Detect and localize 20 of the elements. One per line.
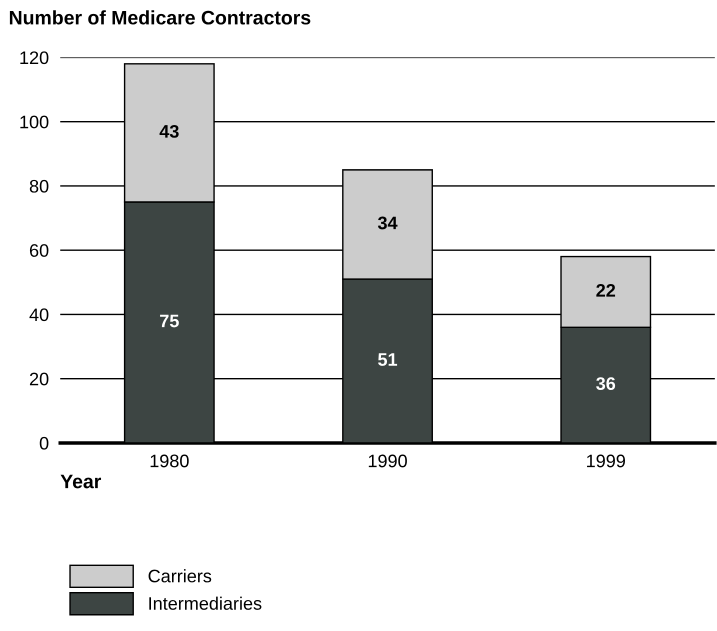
data-label: 43 — [160, 124, 179, 138]
data-label: 34 — [378, 216, 398, 230]
x-tick-label: 1980 — [150, 454, 189, 468]
x-tick-label: 1999 — [587, 454, 625, 468]
y-tick-label: 40 — [29, 308, 48, 322]
legend-label: Carriers — [148, 569, 212, 582]
data-label: 36 — [596, 377, 616, 390]
y-tick-label: 20 — [30, 372, 48, 386]
x-tick-label: 1990 — [368, 454, 407, 468]
data-label: 75 — [160, 314, 179, 328]
y-tick-label: 120 — [20, 51, 48, 64]
y-tick-label: 100 — [20, 116, 48, 128]
data-label: 51 — [378, 353, 398, 366]
y-axis-title: Number of Medicare Contractors — [10, 10, 310, 25]
legend-label: Intermediaries — [149, 596, 262, 610]
y-tick-label: 60 — [30, 244, 48, 257]
y-tick-label: 0 — [40, 436, 48, 450]
data-label: 22 — [596, 284, 616, 297]
y-tick-label: 80 — [30, 180, 48, 193]
x-axis-title: Year — [60, 474, 102, 488]
